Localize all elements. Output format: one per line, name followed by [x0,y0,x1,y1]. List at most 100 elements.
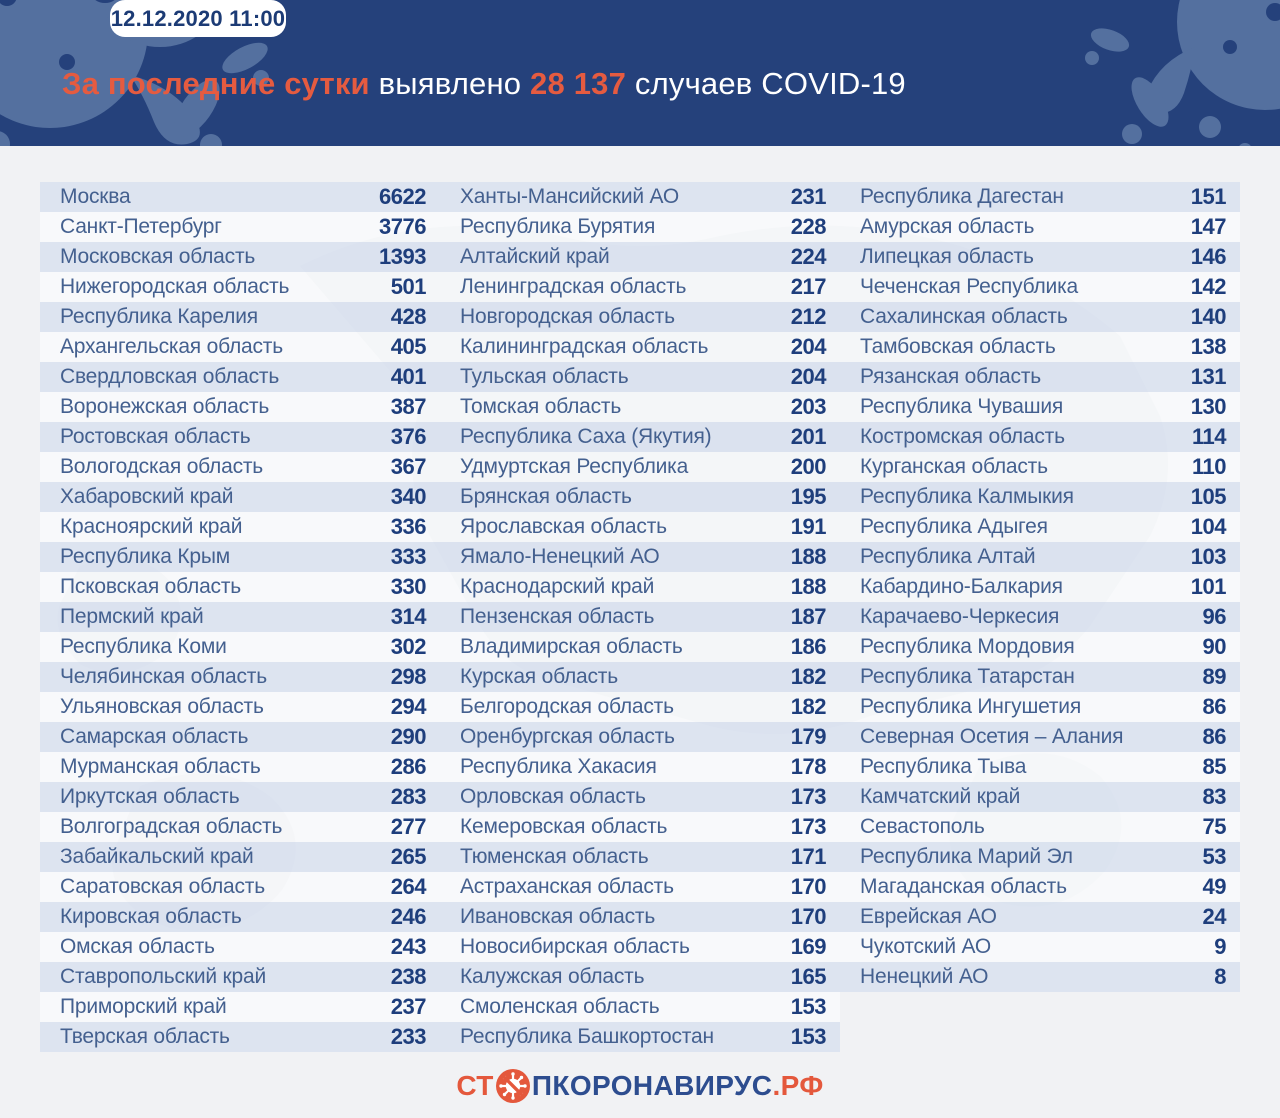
region-value: 238 [390,964,427,989]
region-name: Северная Осетия – Алания [860,725,1124,748]
table-cell: Еврейская АО 24 [840,902,1240,932]
region-name: Новгородская область [460,305,675,328]
region-value: 138 [1190,334,1227,359]
headline: За последние сутки выявлено 28 137 случа… [62,66,906,102]
region-value: 340 [390,484,427,509]
region-name: Иркутская область [60,785,240,808]
region-name: Республика Карелия [60,305,258,328]
table-cell: Вологодская область 367 [40,452,440,482]
region-value: 314 [390,604,427,629]
region-name: Алтайский край [460,245,610,268]
region-value: 330 [390,574,427,599]
region-value: 201 [790,424,827,449]
region-value: 298 [390,664,427,689]
table-cell: Калининградская область 204 [440,332,840,362]
headline-text-detected: выявлено [369,66,531,101]
region-name: Забайкальский край [60,845,254,868]
table-cell: Республика Калмыкия 105 [840,482,1240,512]
table-cell: Рязанская область 131 [840,362,1240,392]
region-name: Калужская область [460,965,645,988]
region-name: Пензенская область [460,605,655,628]
region-value: 83 [1202,784,1227,809]
region-name: Тамбовская область [860,335,1056,358]
region-name: Республика Хакасия [460,755,657,778]
virus-splat-icon [1085,0,1280,146]
table-cell: Республика Татарстан 89 [840,662,1240,692]
table-cell: Республика Бурятия 228 [440,212,840,242]
region-value: 85 [1202,754,1227,779]
region-value: 146 [1190,244,1227,269]
region-name: Ростовская область [60,425,251,448]
region-name: Москва [60,185,131,208]
region-value: 153 [790,1024,827,1049]
region-value: 405 [390,334,427,359]
region-value: 89 [1202,664,1227,689]
region-value: 130 [1190,394,1227,419]
table-cell: Калужская область 165 [440,962,840,992]
table-cell: Республика Тыва 85 [840,752,1240,782]
table-cell: Воронежская область 387 [40,392,440,422]
region-value: 302 [390,634,427,659]
region-name: Ульяновская область [60,695,264,718]
table-cell: Республика Карелия 428 [40,302,440,332]
region-name: Ханты-Мансийский АО [460,185,680,208]
table-cell: Мурманская область 286 [40,752,440,782]
table-cell: Республика Крым 333 [40,542,440,572]
region-name: Самарская область [60,725,249,748]
region-value: 212 [790,304,827,329]
region-value: 231 [790,184,827,209]
table-cell: Курганская область 110 [840,452,1240,482]
region-value: 283 [390,784,427,809]
region-value: 286 [390,754,427,779]
table-cell: Владимирская область 186 [440,632,840,662]
region-value: 204 [790,364,827,389]
table-cell: Санкт-Петербург 3776 [40,212,440,242]
region-value: 224 [790,244,827,269]
table-cell: Новосибирская область 169 [440,932,840,962]
region-name: Республика Чувашия [860,395,1064,418]
stopcoronavirus-logo: СТ ПКОРОНАВИРУС .РФ [456,1068,823,1104]
region-name: Республика Татарстан [860,665,1075,688]
table-cell: Республика Адыгея 104 [840,512,1240,542]
region-value: 243 [390,934,427,959]
region-name: Краснодарский край [460,575,655,598]
table-cell: Ростовская область 376 [40,422,440,452]
table-cell: Республика Дагестан 151 [840,182,1240,212]
region-value: 336 [390,514,427,539]
table-cell: Кировская область 246 [40,902,440,932]
region-name: Республика Башкортостан [460,1025,714,1048]
region-name: Ненецкий АО [860,965,989,988]
table-cell: Удмуртская Республика 200 [440,452,840,482]
region-value: 376 [390,424,427,449]
region-value: 333 [390,544,427,569]
region-value: 6622 [379,184,426,209]
table-cell: Московская область 1393 [40,242,440,272]
region-value: 401 [390,364,427,389]
region-name: Республика Ингушетия [860,695,1082,718]
region-name: Республика Коми [60,635,227,658]
region-name: Белгородская область [460,695,674,718]
region-value: 428 [390,304,427,329]
table-cell: Краснодарский край 188 [440,572,840,602]
region-value: 501 [390,274,427,299]
region-value: 3776 [379,214,426,239]
region-value: 173 [790,814,827,839]
footer: СТ ПКОРОНАВИРУС .РФ [0,1068,1280,1104]
region-value: 387 [390,394,427,419]
region-value: 101 [1190,574,1227,599]
logo-text-st: СТ [456,1070,494,1101]
region-value: 191 [790,514,827,539]
region-name: Ярославская область [460,515,667,538]
region-name: Республика Алтай [860,545,1036,568]
region-name: Магаданская область [860,875,1067,898]
region-name: Пермский край [60,605,204,628]
region-name: Саратовская область [60,875,265,898]
region-value: 200 [790,454,827,479]
region-name: Ставропольский край [60,965,266,988]
region-name: Кемеровская область [460,815,668,838]
region-value: 131 [1190,364,1227,389]
region-name: Приморский край [60,995,227,1018]
region-name: Воронежская область [60,395,270,418]
region-value: 170 [790,874,827,899]
region-value: 114 [1192,424,1227,449]
